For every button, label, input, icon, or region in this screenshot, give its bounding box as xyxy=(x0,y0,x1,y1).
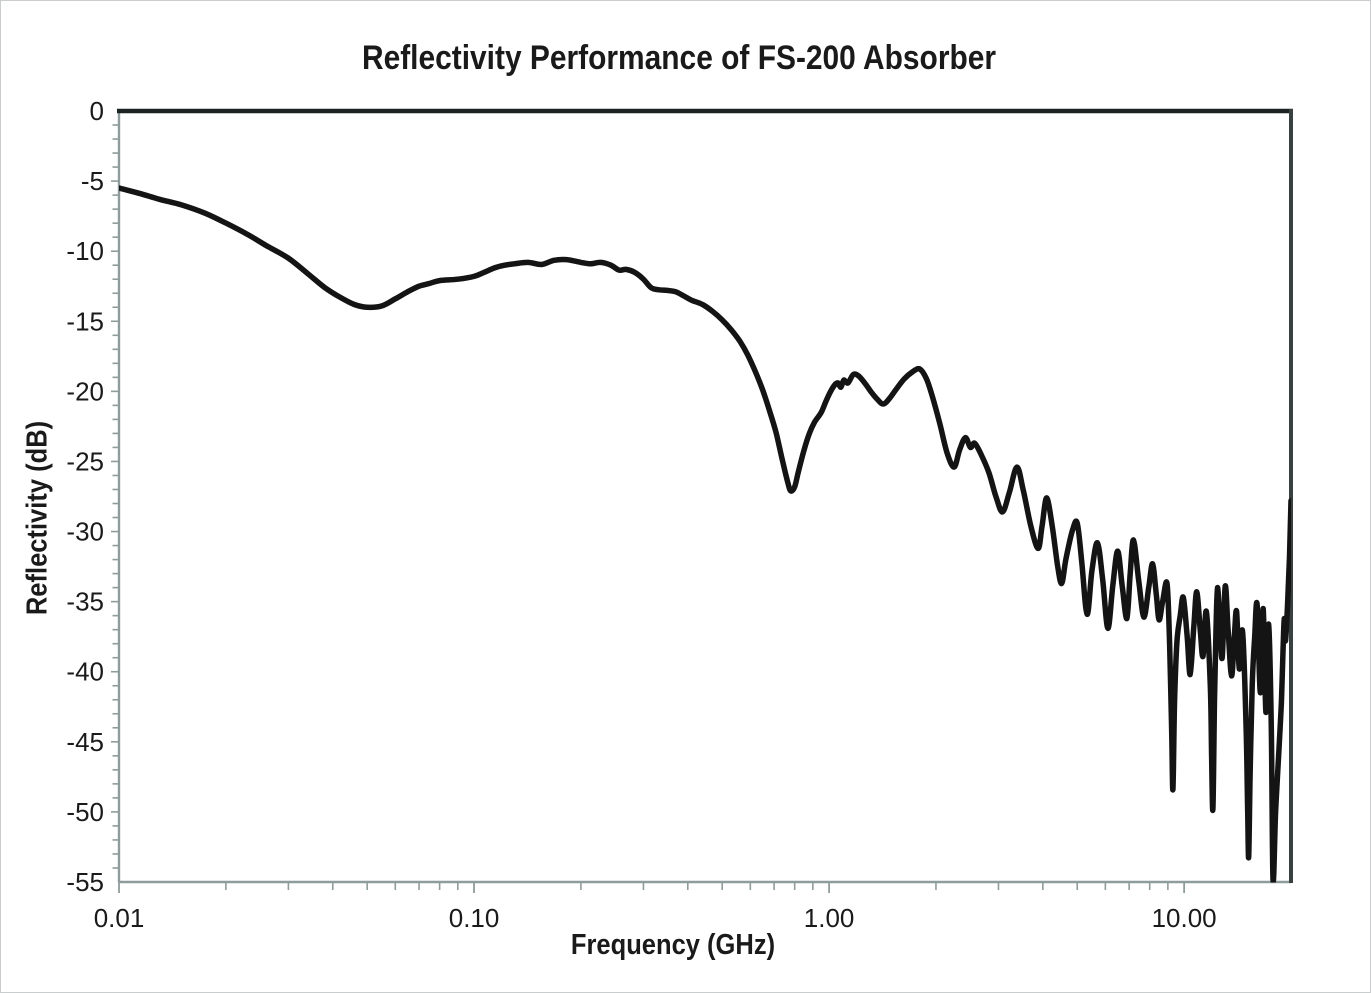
y-tick-label: -15 xyxy=(66,306,104,336)
y-tick-label: -35 xyxy=(66,587,104,617)
x-tick-label: 0.10 xyxy=(449,903,500,933)
x-tick-label: 0.01 xyxy=(94,903,145,933)
x-axis-title: Frequency (GHz) xyxy=(570,929,776,961)
chart-title: Reflectivity Performance of FS-200 Absor… xyxy=(361,39,997,77)
y-tick-label: -45 xyxy=(66,727,104,757)
y-tick-label: 0 xyxy=(90,96,104,126)
y-tick-label: -50 xyxy=(66,797,104,827)
y-tick-label: -5 xyxy=(81,166,104,196)
y-tick-label: -55 xyxy=(66,867,104,897)
y-tick-label: -25 xyxy=(66,446,104,476)
series-line xyxy=(119,185,1291,883)
x-tick-label: 10.00 xyxy=(1152,903,1217,933)
y-tick-label: -10 xyxy=(66,236,104,266)
y-tick-label: -30 xyxy=(66,517,104,547)
y-axis-title: Reflectivity (dB) xyxy=(21,420,54,616)
y-tick-label: -40 xyxy=(66,657,104,687)
y-tick-label: -20 xyxy=(66,376,104,406)
x-tick-label: 1.00 xyxy=(804,903,855,933)
